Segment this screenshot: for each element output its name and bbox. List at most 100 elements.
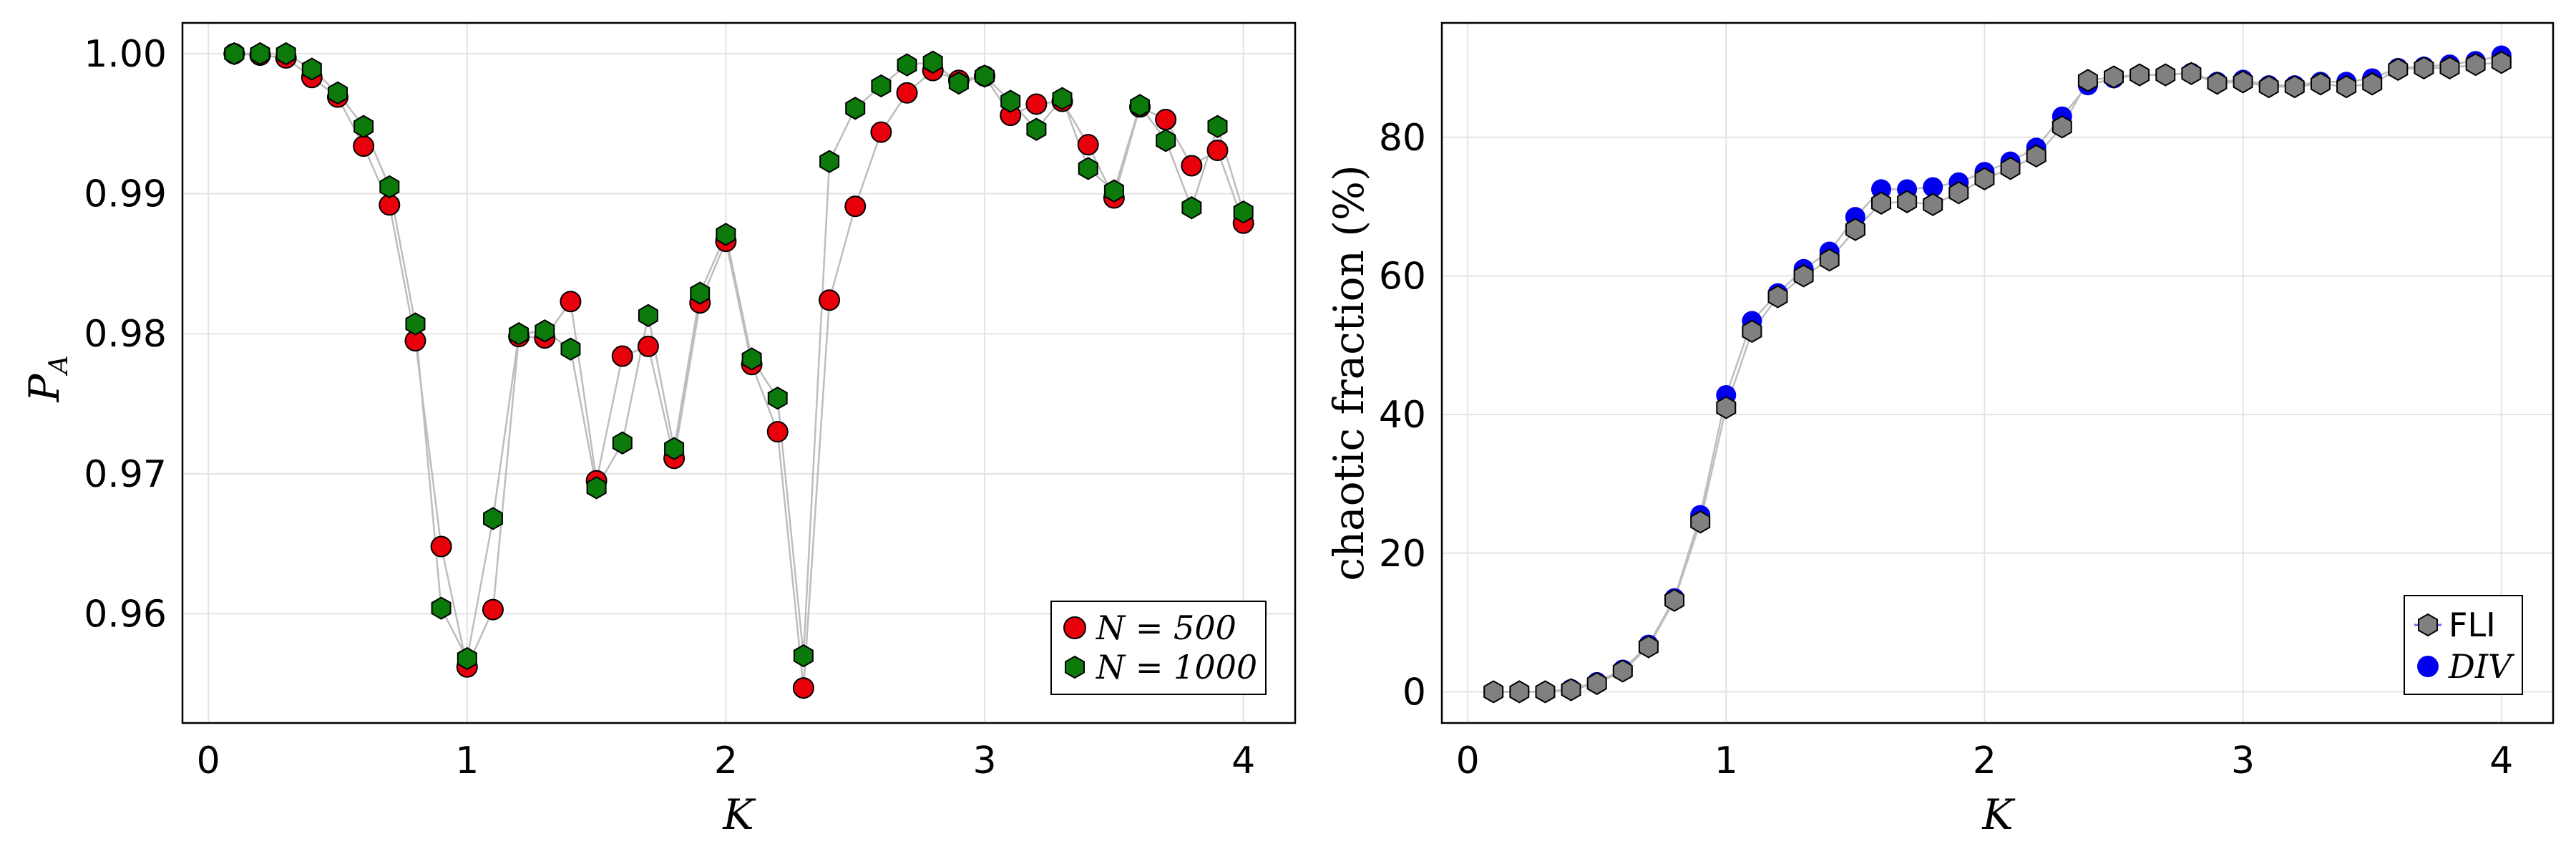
left-point-n500 <box>792 677 814 699</box>
left-point-n1000 <box>1207 115 1228 138</box>
left-point-n1000 <box>1103 179 1124 203</box>
right-point-fli <box>2465 52 2486 77</box>
right-point-fli <box>1716 396 1737 419</box>
left-point-n1000 <box>405 312 426 336</box>
right-xtick-label: 0 <box>1456 739 1480 782</box>
left-point-n1000 <box>1156 129 1176 152</box>
right-ytick-label: 40 <box>1379 394 1426 437</box>
left-plot-border <box>181 21 1297 724</box>
svg-text:PA: PA <box>20 355 74 402</box>
left-y-axis-label: PA <box>20 355 74 402</box>
right-xtick-label: 2 <box>1973 739 1996 782</box>
left-point-n1000 <box>871 74 892 98</box>
right-point-fli <box>1871 191 1891 215</box>
right-point-fli <box>2311 72 2331 96</box>
left-point-n500 <box>1077 134 1099 156</box>
left-point-n1000 <box>535 319 555 343</box>
right-ytick-label: 80 <box>1379 117 1426 160</box>
left-point-n1000 <box>457 646 477 671</box>
left-point-n500 <box>819 289 841 311</box>
right-ytick-label: 0 <box>1402 671 1426 714</box>
left-xtick-label: 2 <box>714 739 738 782</box>
left-point-n1000 <box>664 437 685 460</box>
left-point-n1000 <box>1233 200 1254 224</box>
left-ytick-label: 0.99 <box>84 173 167 216</box>
left-point-n500 <box>482 598 504 621</box>
left-point-n500 <box>870 121 892 143</box>
left-point-n1000 <box>431 596 452 620</box>
right-ytick-label: 20 <box>1379 533 1426 576</box>
left-point-n500 <box>560 291 582 313</box>
left-point-n1000 <box>301 57 322 81</box>
left-point-n1000 <box>1052 87 1073 110</box>
left-point-n1000 <box>716 223 736 246</box>
left-x-axis-label: K <box>722 790 756 839</box>
left-grid <box>182 23 1295 723</box>
left-point-n500 <box>611 345 633 367</box>
left-ytick-label: 0.96 <box>84 593 167 636</box>
left-point-n500 <box>1025 93 1048 115</box>
right-point-fli <box>2388 57 2409 82</box>
left-connector-lines <box>234 52 1244 689</box>
right-data-markers <box>1483 45 2512 704</box>
left-point-n500 <box>1206 139 1229 161</box>
left-point-n1000 <box>819 150 840 173</box>
right-point-fli <box>2258 74 2279 99</box>
right-xtick-label: 4 <box>2489 739 2513 782</box>
right-point-div <box>1923 177 1943 198</box>
left-point-n500 <box>1181 155 1203 177</box>
right-point-fli <box>2077 69 2098 92</box>
right-plot-frame <box>1442 23 2553 723</box>
left-ytick-label: 0.97 <box>84 453 167 496</box>
right-point-fli <box>2362 72 2383 96</box>
left-point-n500 <box>353 135 375 157</box>
right-point-fli <box>2207 72 2228 95</box>
left-point-n1000 <box>767 387 788 410</box>
left-point-n1000 <box>638 304 658 327</box>
right-x-axis-label: K <box>1981 790 2016 839</box>
right-point-fli <box>2026 144 2046 168</box>
right-point-fli <box>2414 56 2434 80</box>
left-y-label-main: P <box>20 374 69 403</box>
right-point-fli <box>2104 65 2124 89</box>
right-point-fli <box>2129 63 2150 87</box>
right-point-fli <box>1561 678 1581 702</box>
left-point-n1000 <box>224 42 245 66</box>
right-y-axis-label: chaotic fraction (%) <box>1324 165 1373 581</box>
right-point-fli <box>1509 680 1530 704</box>
left-point-n1000 <box>509 322 530 346</box>
legend-label-fli: FLI <box>2449 606 2496 644</box>
right-point-fli <box>2155 63 2176 87</box>
left-point-n500 <box>766 421 789 443</box>
legend-marker-div <box>2417 656 2439 677</box>
left-point-n1000 <box>379 175 400 199</box>
right-point-fli <box>1923 193 1943 216</box>
right-point-fli <box>1974 167 1995 191</box>
left-point-n1000 <box>793 644 814 668</box>
left-point-n1000 <box>353 115 374 138</box>
right-point-fli <box>1690 510 1711 534</box>
left-point-n1000 <box>1000 89 1021 113</box>
right-ytick-label: 60 <box>1379 255 1426 298</box>
right-grid <box>1442 23 2553 723</box>
right-point-fli <box>1819 248 1840 272</box>
left-series-line-1 <box>234 52 1244 661</box>
left-point-n1000 <box>586 476 607 500</box>
left-point-n1000 <box>328 81 348 105</box>
left-point-n1000 <box>1181 196 1202 220</box>
right-point-fli <box>1664 588 1684 612</box>
right-point-fli <box>1897 190 1918 213</box>
left-xtick-label: 0 <box>197 739 220 782</box>
legend-label-n500: N = 500 <box>1096 608 1236 647</box>
legend-marker-n500 <box>1063 616 1086 639</box>
left-point-n1000 <box>897 53 917 77</box>
left-point-n1000 <box>483 507 503 530</box>
left-point-n1000 <box>250 42 270 66</box>
left-point-n1000 <box>948 71 969 95</box>
right-legend-box <box>2404 595 2523 695</box>
legend-label-div: DIV <box>2448 647 2515 686</box>
right-legend: FLI DIV <box>2404 595 2523 695</box>
right-point-fli <box>2000 157 2021 180</box>
